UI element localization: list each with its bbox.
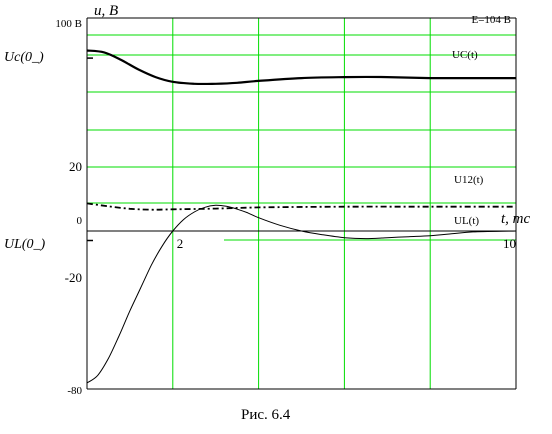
y-tick-label: 0: [77, 215, 83, 227]
series-label: UL(t): [454, 215, 479, 227]
series-line-u12-t: [86, 202, 516, 211]
x-axis-title: t, mc: [501, 211, 531, 227]
y-tick-label: 20: [69, 159, 82, 174]
y-marker-label: UL(0_): [4, 237, 46, 252]
series-group: [86, 49, 517, 384]
y-tick-label: 100 B: [55, 18, 82, 30]
reference-line-label: E=104 B: [471, 14, 511, 26]
text-labels: 100 B 20 0 -20 -80 2 10 Uc(0_) UL(0_) E=104 B UC(t…: [4, 14, 516, 397]
y-axis-title: u, B: [94, 3, 118, 19]
series-line-uc-t: [86, 49, 516, 86]
y-tick-label: -20: [65, 270, 82, 285]
figure-caption: Рис. 6.4: [241, 407, 291, 423]
x-tick-label: 2: [177, 236, 184, 251]
series-label: UC(t): [452, 49, 478, 61]
series-line-ul-t: [86, 204, 517, 384]
series-label: U12(t): [454, 174, 484, 186]
x-tick-label: 10: [503, 236, 516, 251]
y-marker-label: Uc(0_): [4, 50, 44, 65]
y-tick-label: -80: [67, 385, 82, 397]
grid: [87, 18, 516, 389]
initial-value-markers: [87, 57, 93, 242]
